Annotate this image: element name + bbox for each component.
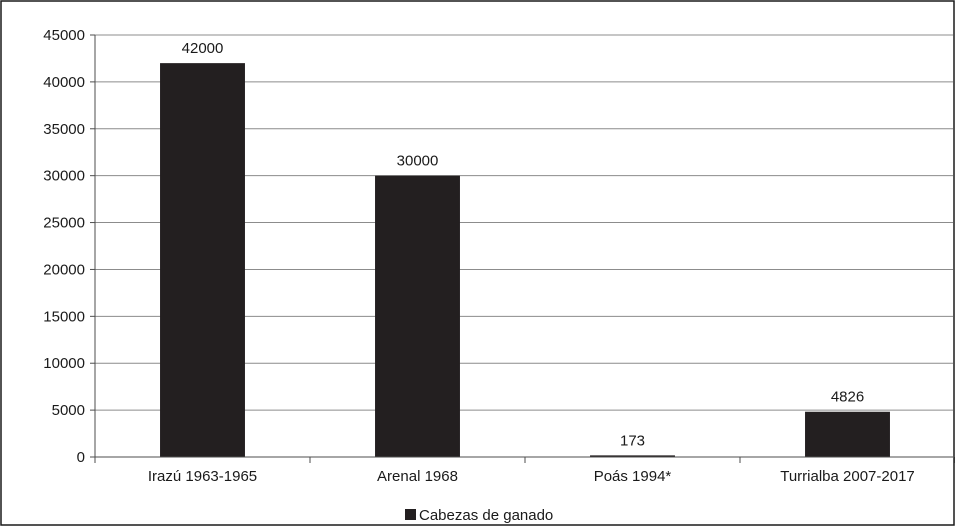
y-tick-label: 25000: [43, 215, 85, 232]
data-label: 173: [620, 432, 645, 449]
legend-swatch: [405, 509, 416, 520]
category-label: Arenal 1968: [377, 468, 458, 485]
category-label: Turrialba 2007-2017: [780, 468, 915, 485]
y-tick-label: 30000: [43, 168, 85, 185]
y-tick-label: 20000: [43, 261, 85, 278]
y-tick-label: 40000: [43, 74, 85, 91]
y-tick-label: 5000: [52, 402, 85, 419]
y-tick-label: 15000: [43, 308, 85, 325]
data-label: 42000: [182, 40, 224, 57]
bar: [160, 63, 245, 458]
category-label: Poás 1994*: [594, 468, 672, 485]
y-tick-label: 45000: [43, 27, 85, 44]
y-tick-label: 35000: [43, 121, 85, 138]
bars: [160, 63, 890, 458]
legend: Cabezas de ganado: [405, 507, 553, 524]
axes: [90, 34, 955, 463]
y-tick-label: 10000: [43, 355, 85, 372]
labels: 0 5000 10000 15000 20000 25000 30000 35000 40000…: [43, 27, 914, 485]
bar: [590, 455, 675, 457]
y-tick-label: 0: [77, 449, 85, 466]
data-label: 30000: [397, 153, 439, 170]
category-label: Irazú 1963-1965: [148, 468, 257, 485]
data-label: 4826: [831, 389, 864, 406]
bar: [375, 175, 460, 457]
legend-label: Cabezas de ganado: [419, 507, 553, 524]
bar: [805, 411, 890, 457]
